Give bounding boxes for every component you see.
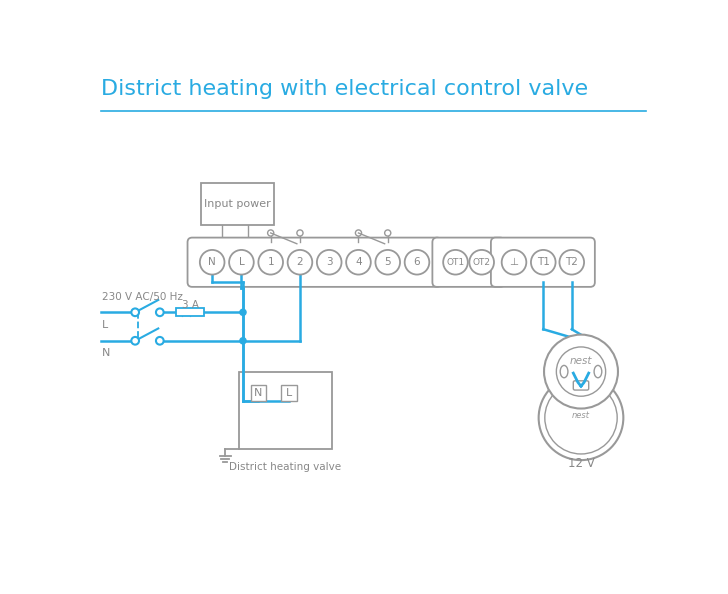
Text: 12 V: 12 V (568, 457, 594, 470)
Text: Input power: Input power (204, 199, 271, 209)
Circle shape (544, 334, 618, 409)
Circle shape (268, 230, 274, 236)
Circle shape (156, 337, 164, 345)
Text: N: N (254, 388, 263, 398)
Bar (176, 308, 205, 316)
Bar (250, 386, 266, 401)
Text: T1: T1 (537, 257, 550, 267)
Text: 6: 6 (414, 257, 420, 267)
Circle shape (531, 250, 555, 274)
Text: L: L (102, 320, 108, 330)
Text: 3 A: 3 A (182, 299, 199, 309)
Circle shape (288, 250, 312, 274)
Circle shape (317, 250, 341, 274)
Text: L: L (286, 388, 293, 398)
Text: District heating valve: District heating valve (229, 463, 341, 472)
Text: nest: nest (570, 356, 593, 366)
Bar (239, 372, 331, 448)
Circle shape (502, 250, 526, 274)
Ellipse shape (594, 365, 602, 378)
Circle shape (355, 230, 362, 236)
Circle shape (200, 250, 224, 274)
Circle shape (405, 250, 430, 274)
Circle shape (376, 250, 400, 274)
Text: T2: T2 (566, 257, 578, 267)
Circle shape (240, 338, 246, 344)
Text: L: L (239, 257, 245, 267)
Text: District heating with electrical control valve: District heating with electrical control… (100, 79, 587, 99)
FancyBboxPatch shape (491, 238, 595, 287)
Circle shape (346, 250, 371, 274)
FancyBboxPatch shape (188, 238, 442, 287)
Circle shape (258, 250, 283, 274)
Circle shape (131, 308, 139, 316)
Text: 5: 5 (384, 257, 391, 267)
Circle shape (470, 250, 494, 274)
Text: 2: 2 (296, 257, 304, 267)
Circle shape (156, 308, 164, 316)
Circle shape (559, 250, 584, 274)
Circle shape (556, 347, 606, 396)
FancyBboxPatch shape (201, 183, 274, 225)
Text: ⊥: ⊥ (510, 257, 518, 267)
Bar (282, 386, 297, 401)
Text: 3: 3 (326, 257, 333, 267)
Circle shape (229, 250, 254, 274)
Text: 230 V AC/50 Hz: 230 V AC/50 Hz (102, 292, 183, 302)
Circle shape (545, 381, 617, 454)
Ellipse shape (561, 365, 568, 378)
Circle shape (297, 230, 303, 236)
Text: nest: nest (572, 411, 590, 420)
Text: OT2: OT2 (472, 258, 491, 267)
Circle shape (240, 309, 246, 315)
Circle shape (539, 375, 623, 460)
Text: N: N (102, 348, 111, 358)
FancyBboxPatch shape (432, 238, 505, 287)
Text: 4: 4 (355, 257, 362, 267)
Text: 1: 1 (267, 257, 274, 267)
Circle shape (384, 230, 391, 236)
Circle shape (131, 337, 139, 345)
Text: OT1: OT1 (446, 258, 464, 267)
FancyBboxPatch shape (574, 381, 589, 390)
Text: N: N (208, 257, 216, 267)
Circle shape (443, 250, 468, 274)
